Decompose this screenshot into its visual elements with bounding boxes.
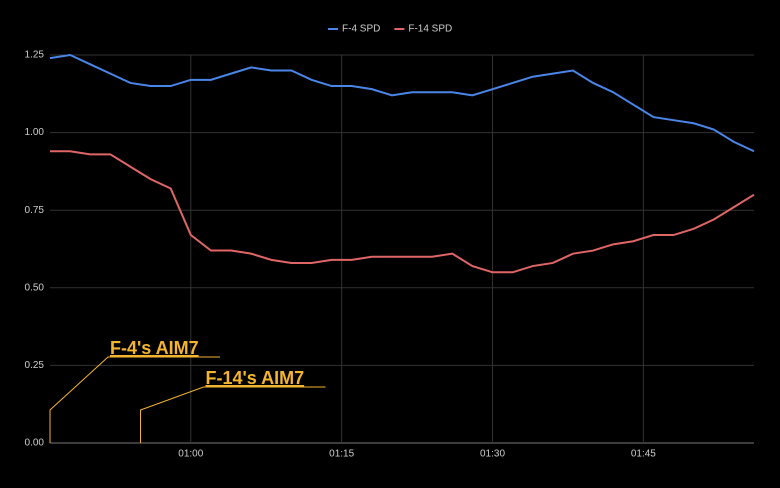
y-tick-label: 0.25 [25, 360, 45, 371]
y-tick-label: 0.50 [25, 282, 45, 293]
x-tick-label: 01:45 [631, 449, 656, 460]
annotation-leader [140, 386, 326, 443]
data-line [49, 53, 755, 153]
annotation-label: F-14's AIM7 [206, 368, 305, 388]
y-tick-label: 0.00 [25, 438, 45, 449]
y-tick-label: 0.75 [25, 205, 45, 216]
legend-label: F-14 SPD [408, 24, 452, 35]
y-tick-label: 1.00 [25, 127, 45, 138]
annotation-label: F-4's AIM7 [110, 338, 199, 358]
legend-label: F-4 SPD [342, 24, 380, 35]
x-tick-label: 01:15 [329, 449, 354, 460]
data-line [50, 150, 755, 274]
y-tick-label: 1.25 [25, 50, 45, 61]
annotation-leader [49, 356, 220, 443]
x-tick-label: 01:00 [178, 449, 203, 460]
x-tick-label: 01:30 [480, 449, 505, 460]
